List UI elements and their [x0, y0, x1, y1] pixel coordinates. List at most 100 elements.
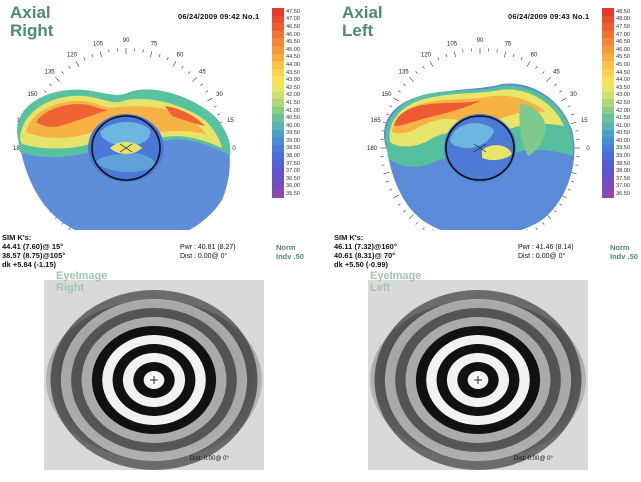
scale-swatch [272, 45, 284, 54]
axial-map-left[interactable]: 0 15 30 45 60 75 90 105 120 135 150 165 180 [332, 30, 602, 230]
scale-value: 46.50 [286, 23, 300, 30]
scale-step: 37.50 [602, 175, 641, 183]
scale-value: 42.50 [286, 84, 300, 91]
angle-tick [567, 188, 571, 191]
scale-swatch [602, 76, 614, 84]
angle-tick [99, 51, 102, 58]
angle-tick [150, 51, 153, 58]
scale-swatch [602, 53, 614, 62]
angle-tick [217, 113, 221, 116]
scale-swatch [272, 159, 284, 168]
scale-value: 45.50 [286, 39, 300, 46]
angle-tick [437, 57, 440, 61]
angle-tick [192, 77, 197, 82]
scale-step: 36.00 [272, 182, 314, 191]
scale-step: 43.50 [602, 83, 641, 92]
angle-label: 45 [199, 70, 206, 76]
scale-swatch [602, 8, 614, 16]
scale-swatch [272, 114, 284, 122]
dist-value: Dist : 0.00@ 0° [518, 253, 566, 260]
scale-swatch [272, 106, 284, 115]
scale-value: 38.50 [616, 160, 630, 167]
angle-tick [415, 222, 418, 225]
scale-step: 44.00 [602, 76, 641, 84]
scale-step: 46.00 [602, 45, 641, 54]
scale-value: 41.50 [286, 99, 300, 106]
scale-value: 39.50 [616, 145, 630, 152]
scale-swatch [602, 38, 614, 46]
exam-date: 06/24/2009 09:42 No.1 [178, 12, 260, 21]
scale-value: 36.50 [286, 175, 300, 182]
k2-value: 38.57 (8.75)@105° [2, 251, 66, 260]
scale-swatch [272, 38, 284, 46]
angle-tick [504, 51, 507, 58]
scale-swatch [272, 182, 284, 191]
power-block: Pwr : 40.81 (8.27) Dist : 0.00@ 0° [180, 243, 236, 261]
scale-swatch [272, 152, 284, 160]
dk-value: dk +5.50 (-0.99) [334, 260, 388, 269]
angle-tick [142, 49, 144, 53]
scale-step: 46.50 [602, 38, 641, 46]
scale-value: 44.00 [286, 61, 300, 68]
angle-tick [409, 214, 414, 219]
angle-tick [415, 71, 418, 74]
scale-step: 41.50 [602, 114, 641, 122]
angle-tick [422, 65, 425, 69]
scale-value: 45.00 [286, 46, 300, 53]
sim-k-block: SIM K's: 46.11 (7.32)@160° 40.61 (8.31)@… [334, 233, 397, 269]
indv-label: Indv .50 [276, 252, 304, 261]
scale-value: 43.00 [616, 92, 630, 99]
eye-image-right[interactable] [44, 280, 264, 470]
scale-step: 42.00 [602, 106, 641, 115]
angle-tick [381, 130, 385, 132]
scale-value: 36.50 [616, 191, 630, 198]
scale-swatch [602, 182, 614, 191]
scale-step: 45.00 [272, 45, 314, 54]
scale-step: 41.00 [602, 121, 641, 130]
exam-date: 06/24/2009 09:43 No.1 [508, 12, 590, 21]
angle-tick [561, 97, 567, 102]
angle-tick [397, 90, 401, 93]
eye-image-left[interactable] [368, 280, 588, 470]
scale-swatch [602, 106, 614, 115]
scale-value: 47.50 [286, 8, 300, 15]
angle-tick [462, 49, 464, 53]
scale-step: 42.50 [272, 83, 314, 92]
angle-label: 90 [477, 38, 484, 44]
scale-step: 43.00 [602, 91, 641, 100]
angle-label: 30 [570, 92, 577, 98]
angle-tick [429, 61, 434, 67]
angle-tick [403, 210, 406, 213]
scale-step: 44.50 [602, 68, 641, 77]
scale-step: 37.50 [272, 159, 314, 168]
norm-label: Norm [276, 243, 296, 252]
pwr-value: Pwr : 40.81 (8.27) [180, 244, 236, 251]
angle-label: 75 [151, 42, 158, 48]
scale-step: 47.00 [602, 30, 641, 39]
eye-dist-value: Dist: 0.00@ 0° [514, 456, 553, 462]
angle-tick [520, 57, 523, 61]
scale-value: 42.00 [616, 107, 630, 114]
scale-step: 45.50 [602, 53, 641, 62]
scale-swatch [272, 167, 284, 176]
angle-label: 150 [27, 92, 38, 98]
scale-swatch [272, 190, 284, 198]
scale-step: 38.50 [602, 159, 641, 168]
scale-step: 40.50 [602, 129, 641, 138]
simk-label: SIM K's: [2, 233, 32, 242]
scale-value: 43.50 [286, 69, 300, 76]
scale-step: 36.50 [272, 175, 314, 183]
scale-step: 48.50 [602, 8, 641, 16]
scale-step: 47.50 [272, 8, 314, 16]
scale-value: 36.00 [286, 183, 300, 190]
scale-swatch [602, 167, 614, 176]
eye-image-title: EyeImage [56, 270, 108, 282]
scale-step: 35.50 [272, 190, 314, 198]
scale-swatch [272, 23, 284, 31]
scale-step: 37.00 [272, 167, 314, 176]
scale-value: 44.50 [616, 69, 630, 76]
scale-swatch [272, 121, 284, 130]
scale-value: 42.50 [616, 99, 630, 106]
angle-tick [385, 180, 389, 183]
